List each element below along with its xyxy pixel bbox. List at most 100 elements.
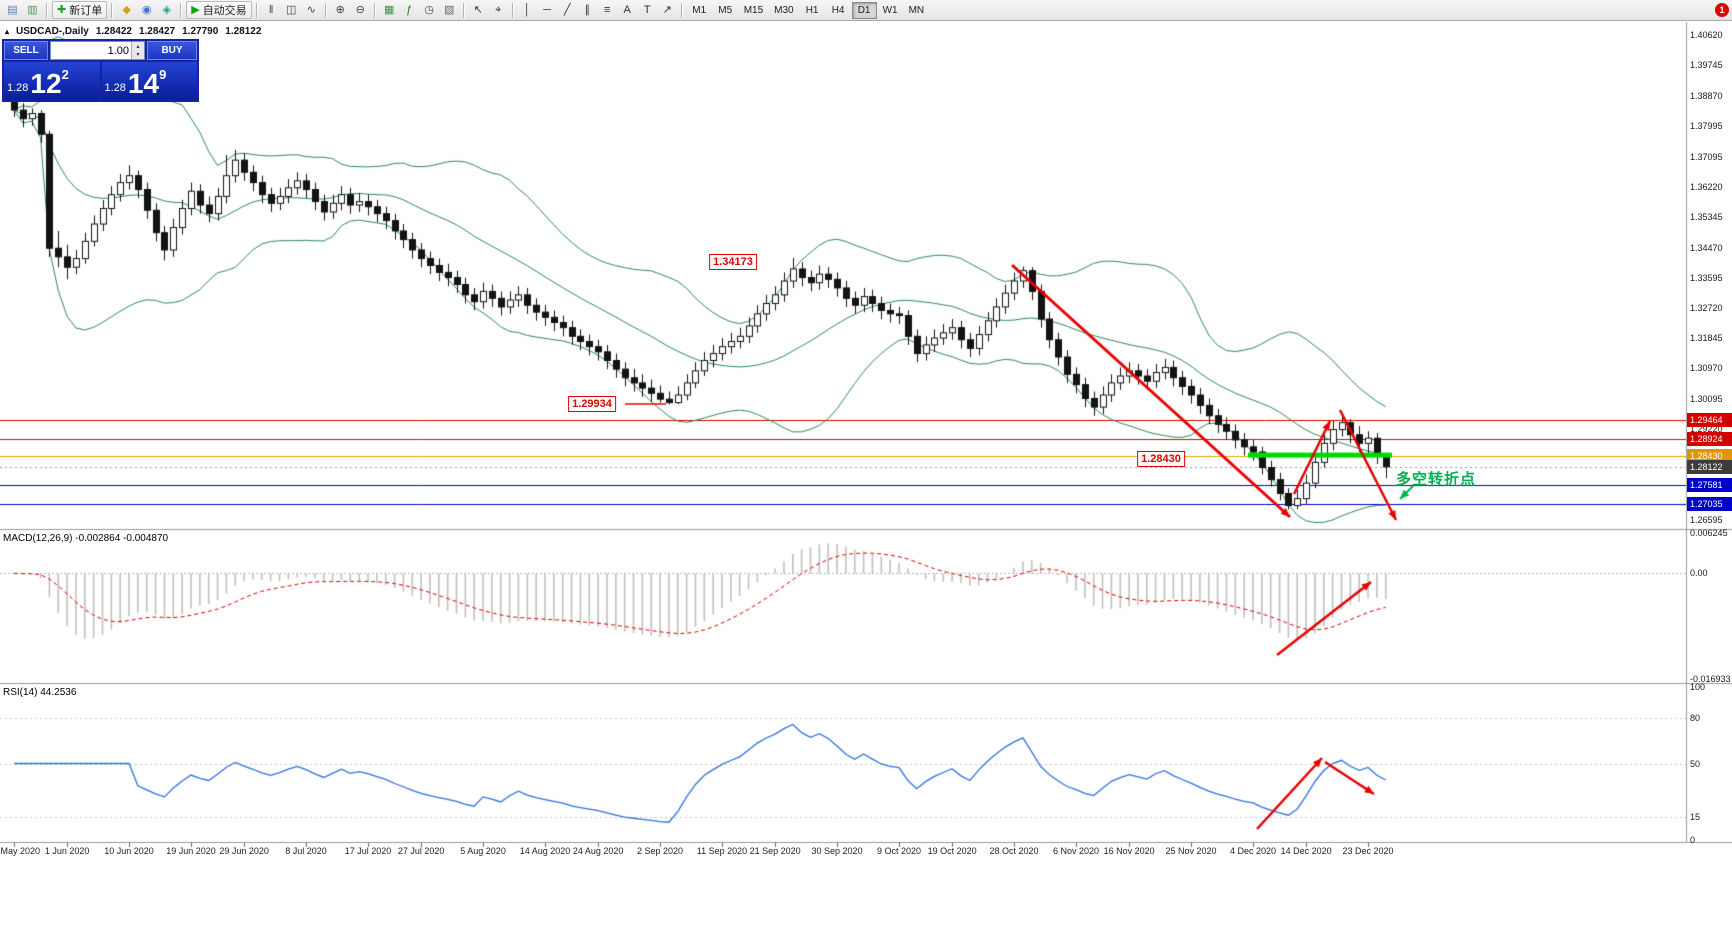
new-order-label: 新订单 bbox=[69, 5, 103, 17]
fibonacci-tool-button[interactable]: ≡ bbox=[598, 1, 617, 19]
tile-windows-icon: ▦ bbox=[383, 3, 395, 16]
timeframe-w1-button[interactable]: W1 bbox=[878, 2, 903, 19]
date-axis-label: 24 Aug 2020 bbox=[572, 846, 624, 856]
horizontal-line-tool-button[interactable]: ─ bbox=[538, 1, 557, 19]
toolbar-separator bbox=[180, 2, 183, 18]
timeframe-m30-button[interactable]: M30 bbox=[769, 2, 798, 19]
price-axis-label: 1.40620 bbox=[1690, 30, 1723, 41]
buy-price-display[interactable]: 1.28 14 9 bbox=[101, 62, 197, 100]
price-line-badge: 1.29464 bbox=[1687, 413, 1732, 428]
current-price-badge: 1.28122 bbox=[1687, 459, 1732, 474]
date-axis-label: 9 Oct 2020 bbox=[876, 846, 922, 856]
trendline-tool-button[interactable]: ╱ bbox=[558, 1, 577, 19]
buy-button[interactable]: BUY bbox=[147, 41, 197, 60]
cursor-tool-icon: ↖ bbox=[473, 3, 483, 16]
buy-price-big: 14 bbox=[127, 68, 160, 100]
sell-price-prefix: 1.28 bbox=[7, 82, 29, 94]
price-axis-label: 1.26595 bbox=[1690, 514, 1723, 525]
buy-price-pip: 9 bbox=[159, 67, 167, 82]
price-axis-label: 1.36220 bbox=[1690, 182, 1723, 193]
chart-profiles-icon: ▥ bbox=[27, 3, 38, 16]
text-tool-button[interactable]: A bbox=[618, 1, 637, 19]
sell-price-big: 12 bbox=[30, 68, 62, 100]
price-axis-label: 1.30970 bbox=[1690, 363, 1723, 374]
bar-chart-mode-icon: ‖ bbox=[268, 3, 274, 16]
channel-tool-button[interactable]: ∥ bbox=[578, 1, 597, 19]
buy-price-prefix: 1.28 bbox=[104, 82, 126, 94]
date-axis-label: 23 Dec 2020 bbox=[1342, 846, 1394, 856]
arrows-tool-button[interactable]: ↗ bbox=[658, 1, 677, 19]
bar-chart-mode-button[interactable]: ‖ bbox=[262, 1, 281, 19]
timeframe-d1-button[interactable]: D1 bbox=[851, 1, 877, 19]
chart-profiles-button[interactable]: ▥ bbox=[23, 1, 42, 19]
one-click-trading-panel: SELL 1.00 ▴ ▾ BUY 1.28 12 2 1.28 bbox=[2, 39, 199, 102]
price-callout: 1.28430 bbox=[1137, 451, 1185, 467]
date-axis-label: 6 Nov 2020 bbox=[1052, 846, 1100, 856]
date-axis-label: 8 Jul 2020 bbox=[285, 846, 327, 856]
expert-advisors-button[interactable]: ◆ bbox=[117, 1, 136, 19]
cursor-tool-button[interactable]: ↖ bbox=[469, 1, 488, 19]
vertical-line-tool-button[interactable]: │ bbox=[518, 1, 537, 19]
sell-price-display[interactable]: 1.28 12 2 bbox=[4, 62, 100, 100]
crosshair-tool-button[interactable]: ⌖ bbox=[489, 1, 508, 19]
new-order-button[interactable]: ✚ 新订单 bbox=[52, 1, 108, 19]
mql5-community-button[interactable]: ◉ bbox=[137, 1, 156, 19]
date-axis-label: 25 Nov 2020 bbox=[1165, 846, 1217, 856]
market-button[interactable]: ◈ bbox=[157, 1, 176, 19]
price-axis-label: 1.32720 bbox=[1690, 302, 1723, 313]
rsi-axis-label: 0 bbox=[1690, 835, 1696, 845]
symbol-title: USDCAD-,Daily bbox=[16, 26, 89, 37]
templates-button[interactable]: ▧ bbox=[440, 1, 459, 19]
toolbar-separator bbox=[255, 2, 258, 18]
date-axis-label: 28 Oct 2020 bbox=[989, 846, 1039, 856]
date-axis-label: 27 Jul 2020 bbox=[397, 846, 445, 856]
period-settings-icon: ◷ bbox=[424, 3, 434, 16]
timeframe-m15-button[interactable]: M15 bbox=[739, 2, 768, 19]
volume-input[interactable]: 1.00 ▴ ▾ bbox=[50, 41, 145, 60]
price-line-badge: 1.28430 bbox=[1687, 449, 1732, 464]
autotrading-label: 自动交易 bbox=[202, 5, 247, 17]
volume-value[interactable]: 1.00 bbox=[107, 44, 129, 57]
chart-window: ▴ USDCAD-,Daily 1.28422 1.28427 1.27790 … bbox=[0, 22, 1732, 943]
macd-axis-min-label: -0.016933 bbox=[1690, 674, 1731, 684]
mql5-community-icon: ◉ bbox=[141, 3, 152, 16]
tile-windows-button[interactable]: ▦ bbox=[380, 1, 399, 19]
macd-axis-zero-label: 0.00 bbox=[1690, 568, 1708, 579]
zoom-in-button[interactable]: ⊕ bbox=[331, 1, 350, 19]
price-callout: 1.34173 bbox=[709, 254, 757, 270]
date-axis-label: 11 Sep 2020 bbox=[696, 846, 748, 856]
sell-price-pip: 2 bbox=[61, 67, 69, 82]
price-axis-label: 1.30095 bbox=[1690, 393, 1723, 404]
price-line-badge: 1.27581 bbox=[1687, 478, 1732, 493]
indicators-list-button[interactable]: ƒ bbox=[400, 1, 419, 19]
timeframe-h1-button[interactable]: H1 bbox=[800, 2, 825, 19]
new-chart-button[interactable]: ▤ bbox=[3, 1, 22, 19]
crosshair-tool-icon: ⌖ bbox=[495, 3, 502, 16]
rsi-axis-label: 15 bbox=[1690, 812, 1701, 823]
notification-badge[interactable]: 1 bbox=[1715, 3, 1729, 17]
collapse-arrow-icon[interactable]: ▴ bbox=[5, 27, 10, 36]
price-chart-canvas[interactable] bbox=[0, 22, 1732, 943]
autotrading-button[interactable]: ▶ 自动交易 bbox=[186, 1, 252, 19]
price-axis-label: 1.38870 bbox=[1690, 90, 1723, 101]
price-axis-label: 1.39745 bbox=[1690, 60, 1723, 71]
rsi-axis-label: 100 bbox=[1690, 682, 1706, 692]
volume-up-icon[interactable]: ▴ bbox=[132, 42, 144, 51]
sell-button[interactable]: SELL bbox=[4, 41, 48, 60]
candlestick-mode-button[interactable]: ◫ bbox=[282, 1, 301, 19]
date-axis-label: 22 May 2020 bbox=[0, 846, 41, 856]
label-tool-button[interactable]: T bbox=[638, 1, 657, 19]
volume-down-icon[interactable]: ▾ bbox=[132, 50, 144, 59]
line-chart-mode-button[interactable]: ∿ bbox=[302, 1, 321, 19]
zoom-out-button[interactable]: ⊖ bbox=[351, 1, 370, 19]
timeframe-m5-button[interactable]: M5 bbox=[713, 2, 738, 19]
period-settings-button[interactable]: ◷ bbox=[420, 1, 439, 19]
timeframe-mn-button[interactable]: MN bbox=[904, 2, 930, 19]
price-axis-label: 1.33595 bbox=[1690, 272, 1723, 283]
toolbar-separator bbox=[680, 2, 683, 18]
timeframe-h4-button[interactable]: H4 bbox=[826, 2, 851, 19]
price-axis-label: 1.34470 bbox=[1690, 242, 1723, 253]
timeframe-m1-button[interactable]: M1 bbox=[687, 2, 712, 19]
price-axis-label: 1.31845 bbox=[1690, 333, 1723, 344]
